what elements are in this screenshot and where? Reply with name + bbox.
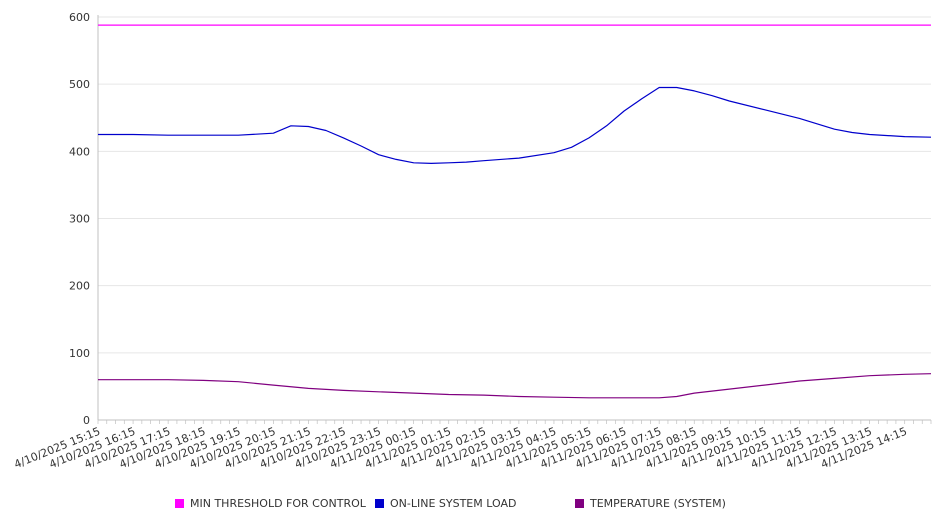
legend-item-temperature[interactable]: TEMPERATURE (SYSTEM) [575, 497, 726, 510]
series-line-temperature[interactable] [98, 373, 932, 399]
axes [97, 15, 932, 424]
grid-lines [98, 16, 931, 354]
legend-item-system-load[interactable]: ON-LINE SYSTEM LOAD [375, 497, 516, 510]
y-tick-label: 0 [83, 414, 90, 427]
y-tick-label: 600 [69, 11, 90, 24]
y-tick-label: 300 [69, 213, 90, 226]
legend-swatch-temperature [575, 499, 584, 508]
series-lines [98, 24, 932, 399]
y-tick-label: 200 [69, 280, 90, 293]
legend-swatch-min-threshold [175, 499, 184, 508]
y-tick-label: 400 [69, 145, 90, 158]
x-axis-tick-labels: 4/10/2025 15:154/10/2025 16:154/10/2025 … [12, 425, 909, 471]
legend-label-min-threshold: MIN THRESHOLD FOR CONTROL [190, 497, 366, 510]
legend-item-min-threshold[interactable]: MIN THRESHOLD FOR CONTROL [175, 497, 366, 510]
legend: MIN THRESHOLD FOR CONTROL ON-LINE SYSTEM… [0, 497, 946, 515]
y-tick-label: 500 [69, 78, 90, 91]
y-axis-tick-labels: 0 100 200 300 400 500 600 [69, 11, 90, 427]
legend-label-system-load: ON-LINE SYSTEM LOAD [390, 497, 517, 510]
y-tick-label: 100 [69, 347, 90, 360]
legend-label-temperature: TEMPERATURE (SYSTEM) [590, 497, 726, 510]
legend-swatch-system-load [375, 499, 384, 508]
series-line-system-load[interactable] [98, 86, 932, 164]
